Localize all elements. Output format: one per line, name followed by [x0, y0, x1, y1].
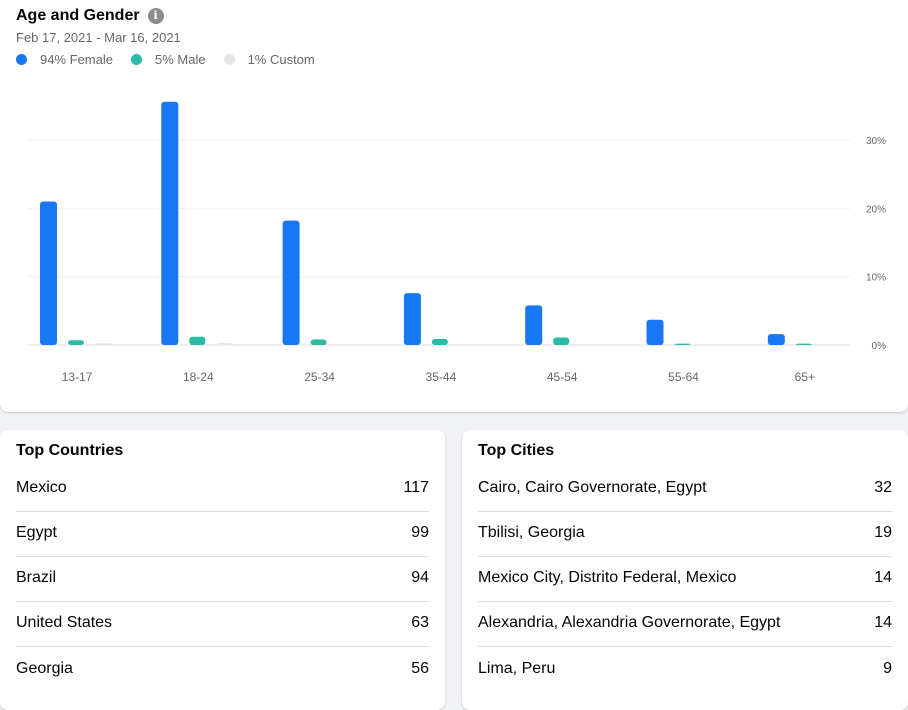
age-gender-card: Age and Gender i Feb 17, 2021 - Mar 16, …	[0, 0, 908, 412]
x-tick-label: 25-34	[304, 370, 335, 384]
bar	[525, 305, 543, 345]
bar	[68, 340, 84, 345]
legend-label-custom: 1% Custom	[247, 52, 315, 67]
x-tick-label: 13-17	[62, 370, 93, 384]
legend-dot-custom	[223, 54, 235, 65]
city-name: Mexico City, Distrito Federal, Mexico	[478, 569, 737, 586]
bar	[310, 339, 327, 345]
list-item: Egypt 99	[16, 512, 429, 557]
top-countries-card: Top Countries Mexico 117 Egypt 99 Brazil 94 Un…	[0, 430, 445, 710]
legend-dot-male	[130, 54, 142, 65]
country-count: 63	[411, 614, 429, 631]
bar	[189, 336, 206, 345]
top-cities-title: Top Cities	[478, 442, 555, 459]
city-name: Cairo, Cairo Governorate, Egypt	[478, 479, 707, 496]
chart-legend: 94% Female 5% Male 1% Custom	[16, 52, 333, 67]
y-tick-label: 0%	[872, 341, 887, 352]
list-item: Alexandria, Alexandria Governorate, Egyp…	[478, 602, 892, 647]
legend-item-male[interactable]: 5% Male	[130, 52, 206, 67]
top-cities-list: Cairo, Cairo Governorate, Egypt 32 Tbilisi…	[478, 467, 892, 692]
country-count: 94	[411, 569, 429, 586]
list-item: Tbilisi, Georgia 19	[478, 512, 892, 557]
top-countries-title: Top Countries	[16, 442, 124, 459]
x-tick-label: 65+	[795, 370, 815, 384]
x-tick-label: 55-64	[668, 370, 699, 384]
list-item: Cairo, Cairo Governorate, Egypt 32	[478, 467, 892, 512]
city-name: Tbilisi, Georgia	[478, 524, 585, 541]
legend-dot-female	[16, 54, 27, 65]
list-item: Mexico City, Distrito Federal, Mexico 14	[478, 557, 892, 602]
city-count: 14	[874, 569, 892, 586]
age-gender-title: Age and Gender	[16, 7, 140, 24]
x-tick-label: 18-24	[183, 370, 214, 384]
info-icon[interactable]: i	[147, 8, 164, 24]
city-name: Alexandria, Alexandria Governorate, Egyp…	[478, 614, 781, 631]
country-name: Georgia	[16, 659, 73, 677]
bar	[553, 337, 570, 345]
bar	[161, 101, 179, 345]
y-tick-label: 30%	[866, 136, 886, 147]
top-cities-card: Top Cities Cairo, Cairo Governorate, Egy…	[462, 430, 908, 710]
city-count: 9	[883, 659, 892, 677]
list-item: Lima, Peru 9	[478, 647, 892, 692]
bar	[646, 319, 664, 345]
bar	[96, 342, 112, 345]
legend-label-female: 94% Female	[40, 52, 113, 67]
list-item: United States 63	[16, 602, 429, 647]
country-name: Brazil	[16, 569, 57, 586]
bar	[431, 338, 448, 345]
bar	[795, 343, 812, 345]
x-tick-label: 35-44	[426, 370, 457, 384]
age-gender-bar-chart: 0% 10% 20% 30% 13-17 18-24 25-34 35-44 45-54 55-6…	[28, 101, 887, 384]
legend-item-female[interactable]: 94% Female	[16, 52, 113, 67]
y-tick-label: 20%	[866, 204, 886, 215]
legend-label-male: 5% Male	[154, 52, 206, 67]
bar	[767, 334, 785, 345]
country-count: 99	[411, 524, 429, 541]
legend-item-custom[interactable]: 1% Custom	[223, 52, 315, 67]
country-name: United States	[16, 614, 113, 631]
bar	[282, 220, 300, 345]
country-name: Mexico	[16, 479, 67, 496]
country-count: 56	[411, 659, 429, 677]
bar	[217, 342, 234, 345]
city-count: 19	[874, 524, 892, 541]
country-count: 117	[403, 479, 429, 496]
list-item: Mexico 117	[16, 467, 429, 512]
bar	[403, 293, 421, 345]
date-range: Feb 17, 2021 - Mar 16, 2021	[16, 30, 181, 45]
country-name: Egypt	[16, 524, 57, 541]
city-name: Lima, Peru	[478, 659, 556, 677]
city-count: 14	[874, 614, 892, 631]
top-countries-list: Mexico 117 Egypt 99 Brazil 94 United States 63 G…	[16, 467, 429, 692]
city-count: 32	[874, 479, 892, 496]
bar	[674, 343, 691, 345]
age-gender-header: Age and Gender i	[16, 7, 164, 25]
list-item: Georgia 56	[16, 647, 429, 692]
list-item: Brazil 94	[16, 557, 429, 602]
y-tick-label: 10%	[866, 273, 886, 284]
x-tick-label: 45-54	[547, 370, 578, 384]
bar	[40, 201, 57, 345]
